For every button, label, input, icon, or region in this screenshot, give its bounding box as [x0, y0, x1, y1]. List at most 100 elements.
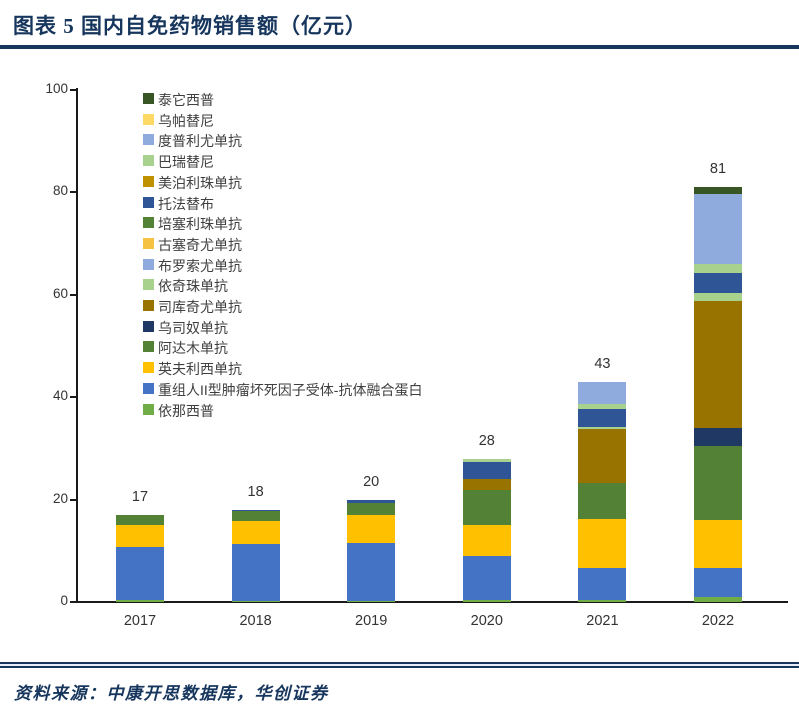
legend-label: 巴瑞替尼: [158, 154, 214, 171]
legend-label: 依那西普: [158, 402, 214, 419]
footer-divider: [0, 662, 799, 668]
legend-swatch-icon: [143, 403, 154, 415]
y-axis-tick: [70, 89, 78, 91]
bar-segment: [694, 567, 742, 597]
y-axis-tick: [70, 498, 78, 501]
bar-segment: [578, 381, 627, 404]
legend-label: 乌帕替尼: [158, 112, 214, 129]
legend-label: 布罗索尤单抗: [158, 257, 242, 274]
bar-value-label: 81: [709, 161, 727, 178]
legend-swatch-icon: [143, 134, 154, 146]
bar-segment: [347, 499, 396, 503]
bar-segment: [694, 446, 742, 520]
x-tick-label: 2022: [701, 613, 735, 629]
y-tick-label: 100: [45, 81, 68, 96]
title-underline: [0, 45, 799, 49]
bar-segment: [462, 490, 511, 525]
bar-segment: [116, 514, 164, 526]
legend-label: 培塞利珠单抗: [158, 216, 242, 233]
bar-segment: [116, 525, 164, 547]
legend-swatch-icon: [143, 341, 154, 353]
y-tick-label: 20: [52, 490, 68, 506]
bar-segment: [462, 479, 511, 491]
legend-label: 度普利尤单抗: [158, 133, 242, 150]
bar-segment: [694, 263, 742, 273]
y-tick-label: 40: [52, 388, 68, 404]
bar-segment: [347, 514, 396, 543]
bar-segment: [462, 462, 511, 480]
bar-segment: [694, 300, 742, 429]
bar-segment: [347, 542, 396, 601]
bar-segment: [231, 511, 280, 521]
bar-segment: [694, 428, 742, 447]
legend-label: 泰它西普: [158, 92, 214, 108]
bar-value-label: 28: [478, 432, 495, 449]
legend-swatch-icon: [143, 237, 154, 249]
legend-swatch-icon: [143, 258, 154, 270]
page-title: 图表 5 国内自免药物销售额（亿元）: [13, 14, 367, 38]
bar-segment: [231, 543, 280, 601]
bar-segment: [462, 458, 511, 463]
bar-segment: [347, 502, 396, 515]
legend-swatch-icon: [143, 217, 154, 229]
bar-value-label: 43: [594, 355, 611, 372]
bar-segment: [694, 187, 742, 195]
bar-segment: [578, 567, 627, 600]
legend-label: 阿达木单抗: [158, 340, 228, 357]
legend-label: 英夫利西单抗: [158, 361, 242, 378]
bar-segment: [578, 427, 627, 429]
bar-segment: [116, 546, 164, 600]
y-axis-tick: [70, 396, 78, 399]
legend-label: 司库奇尤单抗: [158, 299, 242, 315]
bar-segment: [694, 272, 742, 293]
legend-label: 古塞奇尤单抗: [158, 236, 242, 253]
legend-swatch-icon: [143, 93, 154, 104]
y-tick-label: 60: [52, 285, 68, 301]
x-tick-label: 2017: [123, 613, 157, 629]
bar-segment: [578, 408, 627, 428]
x-tick-label: 2021: [586, 613, 619, 629]
bar-segment: [578, 518, 627, 568]
bar-segment: [578, 403, 627, 409]
bar-segment: [578, 428, 627, 484]
x-tick-label: 2018: [239, 613, 272, 629]
legend-swatch-icon: [143, 155, 154, 167]
bar-segment: [462, 555, 511, 600]
bar-segment: [578, 483, 627, 519]
y-tick-label: 80: [52, 183, 68, 199]
bar-segment: [347, 600, 396, 602]
legend-label: 托法替布: [158, 195, 214, 212]
legend-swatch-icon: [143, 362, 154, 374]
bar-segment: [462, 599, 511, 602]
legend-swatch-icon: [143, 382, 154, 394]
bar-value-label: 18: [247, 483, 264, 500]
y-axis-tick: [70, 601, 78, 603]
legend-swatch-icon: [143, 279, 154, 291]
bar-segment: [578, 599, 627, 602]
y-tick-label: 0: [60, 593, 68, 608]
bar-segment: [231, 600, 280, 602]
sales-bar-chart: 泰它西普乌帕替尼度普利尤单抗 巴瑞替尼美泊利珠单抗 托法替布培塞利珠单抗 古塞奇尤单抗…: [45, 81, 788, 629]
legend-label: 乌司奴单抗: [158, 319, 228, 336]
legend-label: 美泊利珠单抗: [158, 174, 242, 191]
y-axis-tick: [70, 293, 78, 296]
bar-segment: [116, 599, 164, 602]
bar-segment: [694, 519, 742, 568]
y-axis-tick: [70, 191, 78, 194]
legend-swatch-icon: [143, 320, 154, 332]
legend-swatch-icon: [143, 175, 154, 187]
bar-value-label: 17: [131, 488, 149, 505]
bar-segment: [694, 194, 742, 264]
bar-value-label: 20: [363, 473, 380, 490]
x-tick-label: 2020: [470, 613, 503, 629]
bar-segment: [694, 596, 742, 602]
legend-label: 重组人II型肿瘤坏死因子受体-抗体融合蛋白: [158, 381, 423, 398]
legend-swatch-icon: [143, 196, 154, 208]
x-tick-label: 2019: [355, 613, 388, 629]
bar-segment: [231, 509, 280, 512]
legend-swatch-icon: [143, 300, 154, 311]
y-axis-line: [76, 88, 78, 603]
bar-segment: [462, 524, 511, 556]
bar-segment: [694, 292, 742, 301]
x-axis-line: [76, 601, 788, 603]
